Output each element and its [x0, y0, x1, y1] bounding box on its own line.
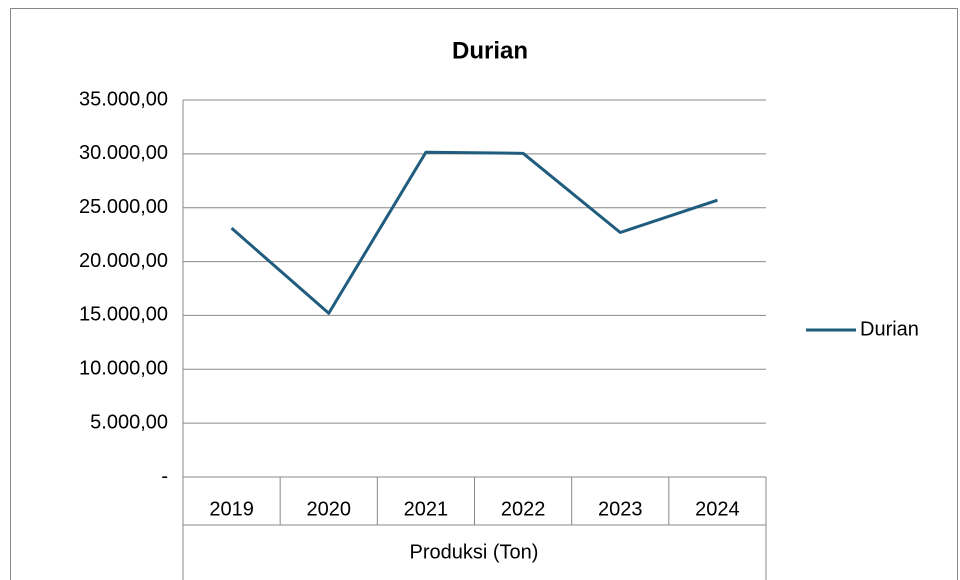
- chart-title: Durian: [452, 37, 528, 64]
- y-tick-label: 15.000,00: [79, 304, 168, 326]
- x-tick-label: 2020: [307, 498, 352, 520]
- y-tick-label: -: [161, 465, 168, 487]
- x-tick-label: 2022: [501, 498, 546, 520]
- y-tick-label: 5.000,00: [90, 411, 168, 433]
- y-tick-label: 25.000,00: [79, 196, 168, 218]
- x-tick-label: 2023: [598, 498, 643, 520]
- data-line: [230, 150, 718, 315]
- chart-border: [10, 8, 958, 580]
- x-tick-label: 2024: [695, 498, 740, 520]
- legend-label: Durian: [860, 318, 919, 340]
- x-axis-label: Produksi (Ton): [410, 541, 539, 563]
- y-tick-label: 20.000,00: [79, 250, 168, 272]
- y-tick-label: 30.000,00: [79, 142, 168, 164]
- y-tick-label: 35.000,00: [79, 88, 168, 110]
- x-tick-label: 2021: [404, 498, 449, 520]
- x-tick-label: 2019: [209, 498, 254, 520]
- y-tick-label: 10.000,00: [79, 358, 168, 380]
